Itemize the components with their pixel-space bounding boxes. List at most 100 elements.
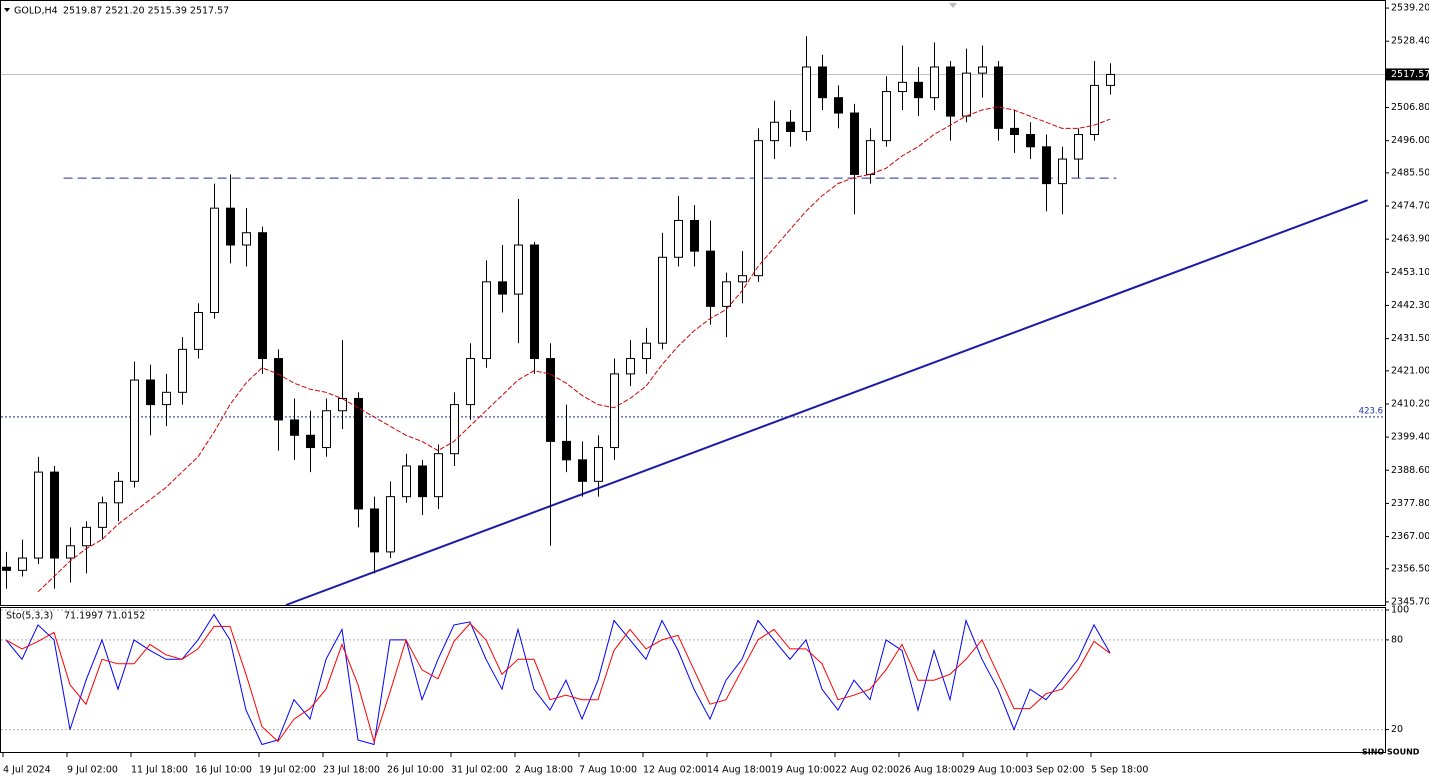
candle-body: [946, 66, 955, 117]
y-tick-label: 20: [1391, 724, 1403, 735]
moving-average: [37, 106, 1111, 593]
oscillator-value: 71.1997: [64, 611, 103, 622]
x-tick-label: 19 Aug 10:00: [771, 765, 835, 776]
candle-body: [674, 219, 683, 258]
stochastic-line: [5, 622, 1111, 744]
y-tick-label: 2377.80: [1391, 498, 1429, 509]
candle-body: [578, 459, 587, 482]
candle-body: [978, 66, 987, 74]
candle-body: [18, 557, 27, 571]
y-tick-label: 100: [1391, 604, 1409, 615]
menu-arrow[interactable]: [4, 8, 10, 12]
y-tick-label: 80: [1391, 634, 1403, 645]
x-tick-label: 5 Sep 18:00: [1091, 765, 1148, 776]
candle-body: [626, 358, 635, 375]
candle-body: [962, 72, 971, 117]
y-tick-label: 2421.00: [1391, 365, 1429, 376]
candle-body: [210, 207, 219, 314]
y-tick-label: 2410.20: [1391, 398, 1429, 409]
candle-body: [818, 66, 827, 99]
y-tick-label: 2388.60: [1391, 465, 1429, 476]
x-tick-label: 26 Jul 10:00: [387, 765, 444, 776]
x-tick-label: 7 Aug 10:00: [579, 765, 637, 776]
candle-body: [466, 358, 475, 406]
candle-body: [258, 232, 267, 360]
candle-body: [498, 281, 507, 295]
x-tick-label: 2 Aug 18:00: [515, 765, 573, 776]
candle-body: [482, 281, 491, 360]
candle-body: [562, 440, 571, 461]
candle-body: [194, 312, 203, 350]
current-price-box: [1386, 68, 1429, 81]
candle-body: [290, 419, 299, 436]
candle-body: [162, 391, 171, 406]
candle-body: [1026, 134, 1035, 148]
candle-body: [322, 410, 331, 449]
y-tick-label: 2431.50: [1391, 333, 1429, 344]
candle-body: [898, 81, 907, 93]
y-tick-label: 2345.70: [1391, 596, 1429, 607]
y-tick-label: 2474.70: [1391, 201, 1429, 212]
candle-body: [722, 281, 731, 307]
y-tick-label: 2453.10: [1391, 267, 1429, 278]
candle-body: [802, 66, 811, 132]
x-tick-label: 19 Jul 02:00: [259, 765, 316, 776]
x-tick-label: 26 Aug 18:00: [899, 765, 963, 776]
y-tick-label: 2356.50: [1391, 563, 1429, 574]
candle-body: [114, 480, 123, 504]
main-panel-border: [0, 0, 1386, 606]
candle-body: [2, 566, 11, 571]
candle-body: [1058, 158, 1067, 185]
candle-body: [1042, 146, 1051, 185]
y-tick-label: 2496.00: [1391, 135, 1429, 146]
candle-body: [690, 219, 699, 252]
y-tick-label: 2506.80: [1391, 102, 1429, 113]
candle-body: [994, 66, 1003, 129]
y-tick-label: 2463.90: [1391, 234, 1429, 245]
candle-body: [658, 256, 667, 344]
candle-body: [418, 465, 427, 498]
x-tick-label: 31 Jul 02:00: [451, 765, 508, 776]
candle-body: [178, 348, 187, 393]
y-tick-label: 2399.40: [1391, 432, 1429, 443]
candle-body: [786, 121, 795, 132]
candle-body: [354, 397, 363, 510]
y-tick-label: 2539.20: [1391, 3, 1429, 14]
candle-body: [1106, 73, 1115, 86]
candle-body: [594, 447, 603, 482]
candle-body: [434, 453, 443, 498]
oscillator-value: 71.0152: [106, 611, 145, 622]
candle-body: [1074, 134, 1083, 160]
watermark: SINO SOUND: [1362, 748, 1420, 757]
x-tick-label: 29 Aug 10:00: [963, 765, 1027, 776]
candle-body: [834, 97, 843, 114]
candle-body: [882, 91, 891, 142]
candle-body: [146, 379, 155, 406]
candle-body: [1010, 127, 1019, 136]
candle-body: [402, 465, 411, 498]
shift-marker: [949, 3, 957, 8]
x-tick-label: 22 Aug 02:00: [835, 765, 899, 776]
candle-body: [1090, 84, 1099, 136]
x-tick-label: 12 Aug 02:00: [643, 765, 707, 776]
x-tick-label: 3 Sep 02:00: [1027, 765, 1084, 776]
candle-body: [610, 373, 619, 449]
candle-body: [242, 232, 251, 246]
x-tick-label: 14 Aug 18:00: [707, 765, 771, 776]
candle-body: [850, 112, 859, 175]
trendline: [285, 199, 1368, 606]
candle-body: [530, 244, 539, 360]
candle-body: [642, 342, 651, 360]
candle-body: [914, 81, 923, 99]
candle-body: [50, 471, 59, 559]
x-tick-label: 11 Jul 18:00: [131, 765, 188, 776]
candle-body: [930, 66, 939, 99]
candle-body: [66, 545, 75, 559]
oscillator-panel-border: [0, 607, 1386, 753]
level-label: 423.6: [1359, 406, 1383, 416]
symbol-title: GOLD,H4: [14, 6, 58, 17]
candle-body: [370, 508, 379, 553]
candle-body: [546, 358, 555, 442]
